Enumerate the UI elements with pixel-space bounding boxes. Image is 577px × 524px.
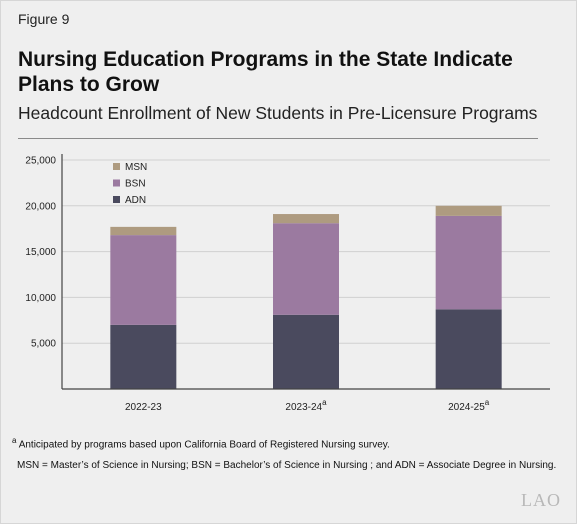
- y-axis-ticks: 5,000 10,000 15,000 20,000 25,000: [25, 156, 56, 350]
- bar-msn-2024-25: [435, 205, 502, 216]
- chart-subtitle: Headcount Enrollment of New Students in …: [18, 103, 538, 123]
- legend: MSN BSN ADN: [113, 162, 147, 206]
- title-divider: [18, 138, 538, 139]
- y-tick-label: 10,000: [25, 293, 56, 304]
- x-axis-ticks: 2022-23 2023-24a 2024-25a: [125, 398, 490, 413]
- footnote: a Anticipated by programs based upon Cal…: [12, 436, 390, 450]
- bar-msn-2022-23: [110, 226, 177, 236]
- footnote-marker: a: [12, 436, 17, 445]
- x-tick-label: 2024-25a: [448, 398, 490, 413]
- abbreviations-note: MSN = Master’s of Science in Nursing; BS…: [17, 460, 557, 471]
- legend-swatch-adn: [113, 196, 120, 203]
- y-tick-label: 15,000: [25, 247, 56, 258]
- legend-label-msn: MSN: [125, 162, 147, 173]
- bar-adn-2023-24: [273, 314, 339, 389]
- x-tick-label: 2023-24a: [285, 398, 327, 413]
- y-tick-label: 25,000: [25, 156, 56, 167]
- bar-bsn-2022-23: [110, 235, 177, 325]
- legend-swatch-msn: [113, 163, 120, 170]
- x-tick-label: 2022-23: [125, 402, 162, 413]
- bar-adn-2024-25: [435, 309, 502, 389]
- lao-logo: LAO: [521, 490, 561, 510]
- bar-msn-2023-24: [273, 214, 339, 224]
- y-tick-label: 5,000: [31, 339, 56, 350]
- legend-swatch-bsn: [113, 179, 120, 187]
- figure-label: Figure 9: [18, 11, 70, 27]
- footnote-text: Anticipated by programs based upon Calif…: [18, 439, 390, 451]
- bars: [110, 205, 502, 389]
- y-tick-label: 20,000: [25, 201, 56, 212]
- chart-title: Nursing Education Programs in the State …: [18, 48, 513, 96]
- legend-label-bsn: BSN: [125, 179, 146, 190]
- bar-bsn-2023-24: [273, 223, 339, 315]
- bar-bsn-2024-25: [435, 215, 502, 310]
- bar-adn-2022-23: [110, 324, 177, 389]
- legend-label-adn: ADN: [125, 195, 146, 206]
